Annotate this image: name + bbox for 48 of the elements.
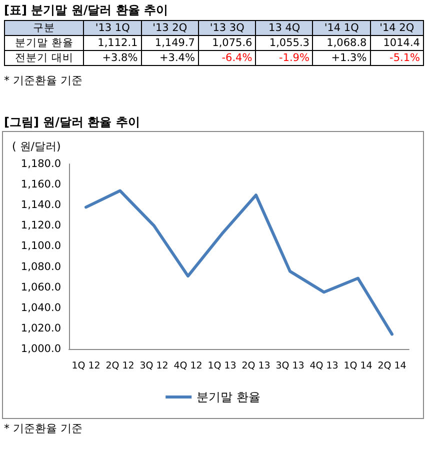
- x-tick-label: 2Q 12: [106, 360, 134, 372]
- y-tick-label: 1,180.0: [20, 158, 61, 170]
- text: 1,068.8: [312, 36, 370, 50]
- y-tick-label: 1,120.0: [20, 220, 61, 232]
- text: 분기말 환율: [4, 36, 84, 50]
- text: 1014.4: [370, 36, 424, 50]
- y-tick-label: 1,000.0: [20, 343, 61, 355]
- y-tick-label: 1,160.0: [20, 178, 61, 191]
- text: '14 1Q: [312, 20, 370, 36]
- x-tick-label: 4Q 12: [174, 360, 202, 372]
- text: * 기준환율 기준: [4, 73, 82, 88]
- text: 1,149.7: [141, 36, 198, 50]
- text: * 기준환율 기준: [4, 421, 82, 436]
- x-tick-label: 2Q 14: [378, 360, 406, 372]
- text: '13 3Q: [198, 20, 256, 36]
- line-series: [84, 189, 394, 336]
- text: 1,055.3: [256, 36, 313, 50]
- y-tick-label: 1,060.0: [20, 281, 61, 294]
- text: 1,112.1: [84, 36, 142, 50]
- legend-label: 분기말 환율: [196, 390, 260, 404]
- text: [표] 분기말 원/달러 환율 추이: [4, 2, 168, 19]
- x-tick-label: 3Q 12: [140, 360, 168, 372]
- chart-title: [그림] 원/달러 환율 추이: [4, 114, 140, 131]
- text: 전분기 대비: [4, 50, 84, 66]
- x-tick-label: 1Q 13: [208, 360, 236, 372]
- text: '13 2Q: [141, 20, 198, 36]
- text: -1.9%: [256, 50, 313, 66]
- text: 1,075.6: [198, 36, 256, 50]
- x-tick-label: 3Q 13: [276, 360, 304, 372]
- text: +3.4%: [141, 50, 198, 66]
- y-tick-label: 1,100.0: [20, 240, 61, 252]
- y-tick-label: 1,140.0: [20, 199, 61, 212]
- x-tick-label: 1Q 12: [72, 360, 100, 372]
- y-tick-label: 1,040.0: [20, 302, 61, 314]
- x-tick-label: 4Q 13: [310, 360, 338, 372]
- text: 13 4Q: [256, 20, 313, 36]
- text: -5.1%: [370, 50, 424, 66]
- text: '13 1Q: [84, 20, 142, 36]
- x-tick-label: 2Q 13: [242, 360, 270, 372]
- y-tick-label: 1,080.0: [20, 260, 61, 273]
- text: +1.3%: [312, 50, 370, 66]
- text: +3.8%: [84, 50, 142, 66]
- y-tick-label: 1,020.0: [20, 322, 61, 334]
- x-tick-label: 1Q 14: [344, 360, 372, 372]
- text: '14 2Q: [370, 20, 424, 36]
- text: 구분: [4, 20, 84, 36]
- text: -6.4%: [198, 50, 256, 66]
- y-axis-title: ( 원/달러): [12, 140, 61, 153]
